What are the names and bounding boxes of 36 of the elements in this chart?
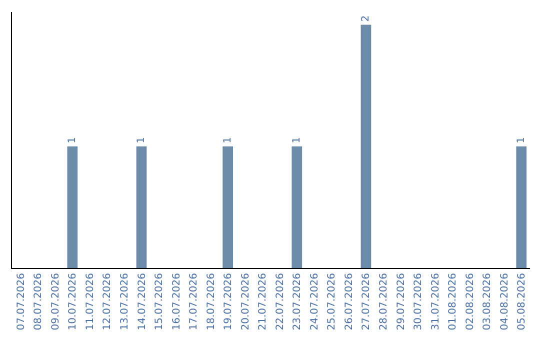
x-tick-label: 17.07.2026 — [188, 273, 200, 330]
x-tick-label: 21.07.2026 — [258, 273, 269, 330]
x-tick-label: 14.07.2026 — [136, 273, 148, 330]
x-tick-label: 19.07.2026 — [223, 273, 234, 330]
x-tick-label: 11.07.2026 — [84, 273, 96, 330]
x-tick-label: 22.07.2026 — [274, 273, 286, 330]
x-tick-label: 26.07.2026 — [344, 273, 355, 330]
x-tick-label: 05.08.2026 — [516, 273, 528, 330]
x-tick-label: 13.07.2026 — [119, 273, 130, 330]
x-tick-label: 24.07.2026 — [309, 273, 320, 330]
x-tick-label: 10.07.2026 — [68, 273, 79, 330]
x-tick-label: 16.07.2026 — [171, 273, 182, 330]
x-tick-label: 02.08.2026 — [464, 273, 476, 330]
x-tick-label: 23.07.2026 — [292, 273, 304, 330]
x-tick-label: 15.07.2026 — [154, 273, 166, 330]
x-tick-label: 09.07.2026 — [50, 273, 62, 330]
x-tick-label: 18.07.2026 — [206, 273, 217, 330]
x-tick-label: 27.07.2026 — [361, 273, 372, 330]
data-label: 2 — [360, 15, 372, 22]
x-tick-label: 30.07.2026 — [413, 273, 424, 330]
x-tick-label: 08.07.2026 — [33, 273, 44, 330]
x-tick-label: 31.07.2026 — [430, 273, 442, 330]
x-tick-label: 12.07.2026 — [102, 273, 114, 330]
x-tick-label: 29.07.2026 — [396, 273, 407, 330]
data-label: 1 — [516, 137, 527, 144]
x-tick-label: 01.08.2026 — [448, 273, 459, 330]
x-tick-label: 28.07.2026 — [378, 273, 390, 330]
data-label: 1 — [136, 137, 147, 144]
data-label: 1 — [66, 137, 78, 144]
x-tick-label: 03.08.2026 — [482, 273, 494, 330]
data-label: 1 — [291, 137, 302, 144]
x-tick-label: 07.07.2026 — [16, 273, 27, 330]
x-tick-label: 04.08.2026 — [499, 273, 510, 330]
x-tick-label: 25.07.2026 — [326, 273, 338, 330]
x-tick-label: 20.07.2026 — [240, 273, 252, 330]
data-label: 1 — [222, 137, 234, 144]
